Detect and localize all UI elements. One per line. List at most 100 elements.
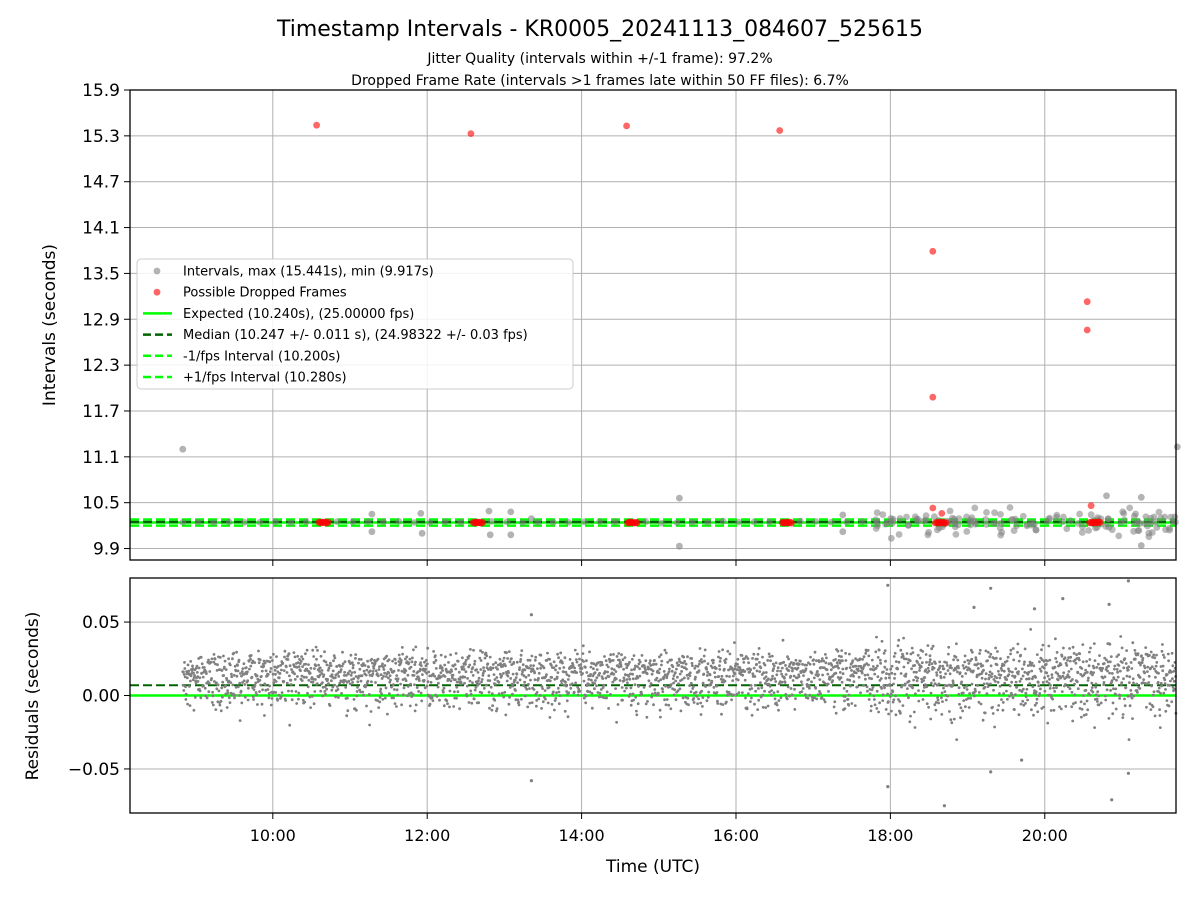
residual-point	[686, 677, 690, 680]
legend-label: -1/fps Interval (10.200s)	[183, 349, 340, 364]
residual-point	[730, 698, 733, 702]
residual-point	[1008, 684, 1012, 688]
residual-point	[1154, 664, 1158, 668]
residual-point	[933, 682, 937, 686]
residual-point	[1160, 649, 1164, 653]
residual-point	[861, 658, 864, 661]
residual-point	[705, 699, 709, 703]
residual-point	[587, 678, 591, 681]
interval-point	[719, 517, 727, 525]
dropped-frame-point	[324, 518, 332, 526]
residual-point	[736, 657, 740, 661]
residual-point	[854, 664, 858, 668]
residual-point	[253, 661, 257, 664]
residual-point	[440, 675, 443, 678]
residual-point	[1125, 649, 1128, 652]
residual-point	[587, 683, 591, 686]
residual-point	[1073, 682, 1076, 686]
residual-point	[941, 700, 944, 703]
residual-point	[836, 649, 840, 653]
residual-point	[446, 702, 449, 706]
interval-point	[302, 518, 310, 526]
residual-outlier-point	[529, 613, 534, 617]
residual-point	[194, 666, 198, 670]
residual-point	[243, 683, 247, 686]
residual-point	[481, 674, 485, 677]
interval-point	[1130, 527, 1137, 535]
residual-point	[753, 683, 757, 687]
residual-point	[1050, 676, 1054, 679]
interval-point	[873, 509, 881, 516]
residual-point	[628, 692, 632, 696]
interval-point	[933, 526, 941, 534]
top-y-tick-label: 13.5	[82, 264, 120, 284]
residual-point	[489, 685, 493, 689]
residual-point	[917, 689, 920, 692]
residual-point	[776, 666, 780, 670]
residual-point	[1021, 699, 1025, 703]
residual-point	[326, 668, 330, 672]
residual-point	[1053, 690, 1057, 693]
residual-point	[524, 675, 528, 679]
residual-point	[1136, 691, 1139, 694]
residual-point	[192, 671, 195, 675]
residual-point	[310, 695, 314, 698]
interval-point-outlier	[528, 515, 535, 523]
residual-point	[693, 677, 697, 681]
residual-point	[865, 685, 869, 689]
residual-point	[298, 658, 301, 661]
residual-point	[875, 689, 879, 693]
residual-point	[757, 687, 760, 690]
residual-point	[515, 672, 519, 676]
residual-point	[340, 692, 343, 695]
residual-point	[272, 681, 276, 685]
interval-point	[1006, 504, 1014, 511]
residual-point	[789, 674, 793, 678]
residual-point	[443, 663, 447, 667]
residual-point	[1097, 703, 1101, 707]
residual-point	[986, 650, 990, 654]
residual-point	[751, 657, 754, 660]
residual-point	[519, 658, 523, 661]
residual-point	[1117, 653, 1120, 657]
residual-point	[939, 670, 942, 674]
residual-point	[521, 663, 525, 667]
residual-point	[274, 672, 277, 676]
residual-point	[674, 679, 678, 683]
residual-point	[395, 688, 399, 692]
residual-point	[724, 657, 728, 661]
residual-point	[632, 654, 636, 657]
residual-point	[237, 658, 241, 662]
residual-point	[1141, 656, 1145, 660]
residual-point	[982, 668, 985, 672]
residual-point	[513, 678, 517, 682]
residual-point	[679, 661, 683, 664]
residual-point	[647, 667, 651, 670]
residual-point	[226, 691, 230, 695]
residual-point	[1058, 705, 1061, 709]
residual-point	[1107, 664, 1110, 668]
residual-point	[825, 656, 828, 660]
residual-point	[388, 692, 391, 696]
residual-point	[1034, 692, 1038, 696]
residual-point	[675, 667, 678, 671]
residual-point	[1027, 670, 1031, 674]
residual-point	[886, 700, 890, 704]
residual-point	[938, 660, 942, 664]
residual-point	[332, 659, 335, 663]
residual-point	[1069, 667, 1073, 671]
residual-point	[239, 672, 242, 675]
residual-point	[1150, 665, 1154, 669]
residual-point	[314, 645, 318, 649]
residual-point	[374, 681, 377, 684]
residual-point	[834, 671, 838, 675]
residual-point	[228, 701, 232, 704]
interval-point-outlier	[368, 528, 376, 536]
residual-point	[389, 678, 392, 682]
residual-point	[1111, 712, 1115, 716]
residual-point	[844, 651, 847, 655]
residual-point	[308, 695, 312, 699]
residual-point	[517, 703, 521, 707]
residual-point	[1017, 713, 1021, 717]
residual-point	[702, 672, 706, 676]
